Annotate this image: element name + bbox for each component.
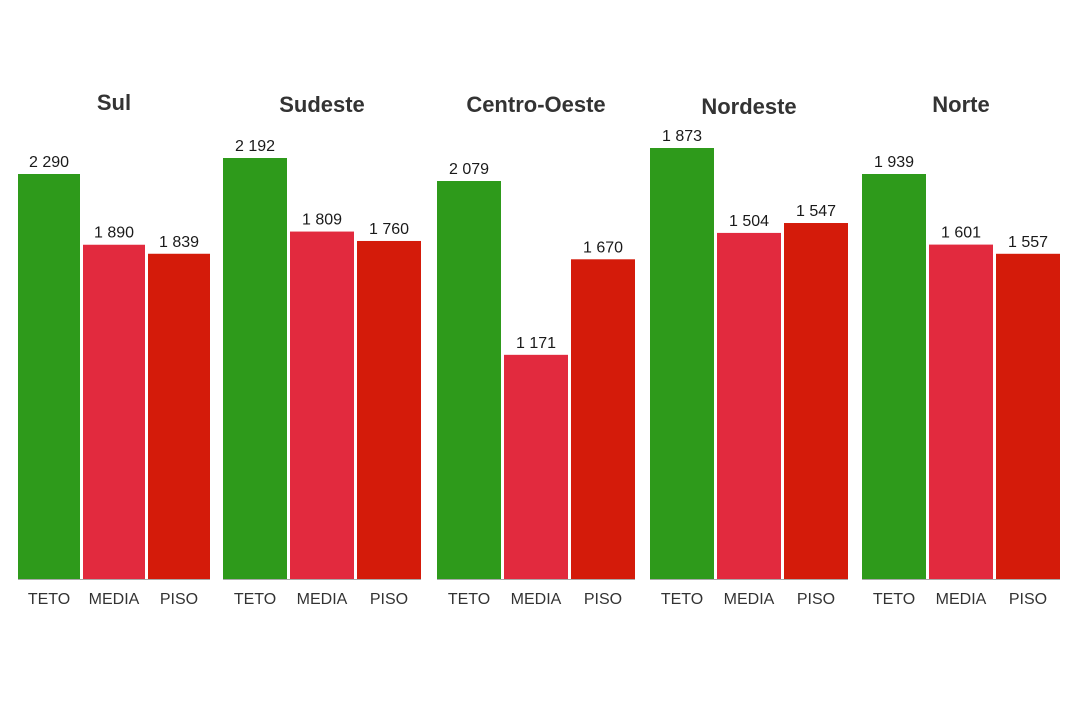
value-label-sudeste-piso: 1 760 xyxy=(369,221,409,238)
bar-sudeste-piso xyxy=(357,240,421,579)
bar-sul-piso xyxy=(148,253,210,579)
value-label-sul-piso: 1 839 xyxy=(159,234,199,251)
tick-label-nordeste-media: MEDIA xyxy=(724,591,775,608)
tick-label-sudeste-teto: TETO xyxy=(234,591,276,608)
tick-label-norte-teto: TETO xyxy=(873,591,915,608)
tick-label-sul-media: MEDIA xyxy=(89,591,140,608)
panel-title-sudeste: Sudeste xyxy=(279,92,365,117)
tick-label-norte-media: MEDIA xyxy=(936,591,987,608)
value-label-nordeste-piso: 1 547 xyxy=(796,203,836,220)
value-label-centro-oeste-teto: 2 079 xyxy=(449,161,489,178)
bar-centro-oeste-piso xyxy=(571,259,635,579)
tick-label-sul-piso: PISO xyxy=(160,591,198,608)
bar-sudeste-media xyxy=(290,231,354,580)
tick-label-norte-piso: PISO xyxy=(1009,591,1047,608)
bar-norte-piso xyxy=(996,253,1060,579)
tick-label-centro-oeste-teto: TETO xyxy=(448,591,490,608)
bar-nordeste-media xyxy=(717,232,781,579)
value-label-nordeste-teto: 1 873 xyxy=(662,128,702,145)
value-label-centro-oeste-piso: 1 670 xyxy=(583,239,623,256)
bar-norte-teto xyxy=(862,174,926,579)
value-label-sudeste-media: 1 809 xyxy=(302,212,342,229)
bar-sul-media xyxy=(83,244,145,579)
bar-sudeste-teto xyxy=(223,158,287,579)
panel-title-centro-oeste: Centro-Oeste xyxy=(466,92,605,117)
tick-label-sudeste-media: MEDIA xyxy=(297,591,348,608)
value-label-norte-media: 1 601 xyxy=(941,225,981,242)
bar-nordeste-teto xyxy=(650,148,714,579)
tick-label-sudeste-piso: PISO xyxy=(370,591,408,608)
tick-label-centro-oeste-media: MEDIA xyxy=(511,591,562,608)
tick-label-nordeste-piso: PISO xyxy=(797,591,835,608)
bar-centro-oeste-media xyxy=(504,354,568,579)
bar-centro-oeste-teto xyxy=(437,181,501,579)
bar-sul-teto xyxy=(18,174,80,579)
value-label-nordeste-media: 1 504 xyxy=(729,213,769,230)
tick-label-nordeste-teto: TETO xyxy=(661,591,703,608)
value-label-sul-teto: 2 290 xyxy=(29,154,69,171)
panel-title-sul: Sul xyxy=(97,90,131,115)
bar-nordeste-piso xyxy=(784,223,848,580)
value-label-centro-oeste-media: 1 171 xyxy=(516,335,556,352)
tick-label-centro-oeste-piso: PISO xyxy=(584,591,622,608)
value-label-sudeste-teto: 2 192 xyxy=(235,138,275,155)
bar-norte-media xyxy=(929,244,993,579)
tick-label-sul-teto: TETO xyxy=(28,591,70,608)
panel-title-norte: Norte xyxy=(932,92,989,117)
value-label-norte-piso: 1 557 xyxy=(1008,234,1048,251)
panel-title-nordeste: Nordeste xyxy=(701,94,796,119)
value-label-norte-teto: 1 939 xyxy=(874,154,914,171)
value-label-sul-media: 1 890 xyxy=(94,225,134,242)
